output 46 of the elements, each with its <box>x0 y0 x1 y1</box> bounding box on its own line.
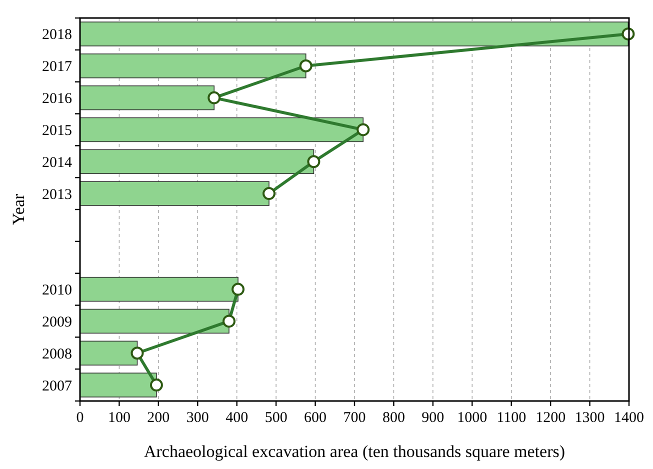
y-tick-label: 2018 <box>42 27 72 44</box>
y-tick-label: 2017 <box>42 59 72 76</box>
y-tick-label: 2009 <box>42 314 72 330</box>
x-tick-label: 1200 <box>536 410 566 426</box>
x-tick-label: 0 <box>76 410 84 426</box>
bar <box>80 372 157 398</box>
x-tick-label: 900 <box>422 410 444 426</box>
x-tick-label: 1400 <box>614 410 644 426</box>
bar <box>80 276 238 302</box>
x-tick-label: 700 <box>343 410 366 426</box>
y-tick-label: 2008 <box>42 346 72 362</box>
y-tick-label: 2007 <box>42 378 72 394</box>
x-tick-label: 1000 <box>457 410 488 426</box>
point <box>130 346 144 360</box>
bar <box>80 117 364 142</box>
x-tick-label: 1100 <box>496 410 526 426</box>
y-tick-label: 2015 <box>42 122 72 139</box>
y-tick-label: 2016 <box>42 91 72 108</box>
y-axis-title: Year <box>9 194 28 226</box>
point <box>208 91 221 104</box>
point <box>222 314 236 328</box>
y-tick-label: 2013 <box>42 186 72 203</box>
bar <box>80 181 270 206</box>
x-tick-label: 300 <box>186 410 209 426</box>
point <box>299 59 312 72</box>
x-tick-label: 500 <box>264 410 288 426</box>
x-tick-label: 200 <box>147 410 170 426</box>
bar <box>80 54 306 78</box>
x-tick-label: 600 <box>304 410 327 426</box>
bar <box>80 308 230 334</box>
bar <box>80 85 215 110</box>
x-tick-label: 100 <box>108 410 130 426</box>
point <box>356 123 370 136</box>
bar <box>80 340 138 366</box>
x-tick-label: 1300 <box>574 410 605 426</box>
point <box>232 282 245 296</box>
y-tick-label: 2014 <box>42 154 72 171</box>
point <box>150 378 163 392</box>
bar <box>80 22 629 46</box>
point <box>307 155 320 168</box>
y-tick-label: 2010 <box>42 282 72 299</box>
bar <box>80 149 314 174</box>
x-tick-label: 800 <box>382 410 405 426</box>
point <box>262 187 276 200</box>
x-tick-label: 400 <box>226 410 248 426</box>
x-axis-title: Archaeological excavation area (ten thousands square meters) <box>144 442 566 461</box>
